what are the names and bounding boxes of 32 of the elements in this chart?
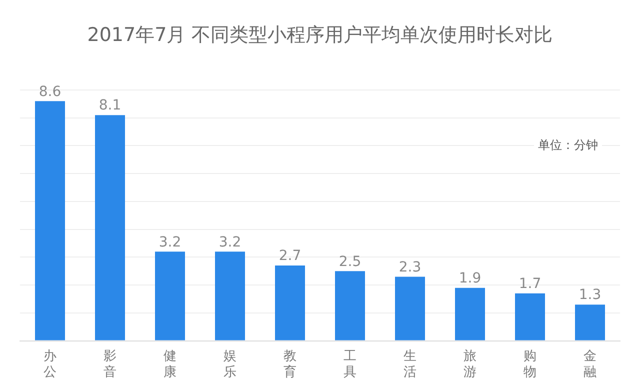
data-label: 2.3	[398, 259, 422, 276]
data-label: 1.7	[518, 276, 542, 292]
x-tick-label: 教育	[284, 348, 296, 379]
data-label: 3.2	[218, 234, 242, 250]
bar	[35, 101, 65, 340]
x-tick-label: 金融	[584, 348, 596, 379]
bar	[455, 288, 485, 340]
bar	[95, 115, 125, 340]
bar	[515, 293, 545, 340]
x-tick-label: 影音	[104, 348, 116, 379]
data-label: 8.1	[98, 98, 122, 114]
x-tick-label: 健康	[164, 348, 176, 379]
bar	[395, 276, 425, 340]
data-label: 2.7	[278, 248, 302, 264]
x-tick-label: 娱乐	[224, 348, 236, 379]
data-label: 1.9	[458, 270, 482, 286]
bar	[215, 252, 245, 340]
annotation: 单位：分钟	[534, 135, 602, 156]
x-tick-label: 旅游	[464, 348, 476, 379]
bar	[275, 266, 305, 340]
x-tick-label: 购物	[524, 348, 536, 379]
chart-title: 2017年7月 不同类型小程序用户平均单次使用时长对比	[86, 23, 554, 48]
data-label: 2.5	[338, 254, 362, 270]
x-tick-label: 生活	[404, 348, 416, 379]
x-tick-label: 办公	[44, 348, 56, 379]
bar	[335, 271, 365, 340]
data-label: 1.3	[578, 287, 602, 304]
bar	[575, 304, 605, 340]
data-label: 8.6	[38, 84, 62, 100]
data-label: 3.2	[158, 234, 182, 250]
bar	[155, 252, 185, 340]
x-tick-label: 工具	[344, 348, 356, 379]
